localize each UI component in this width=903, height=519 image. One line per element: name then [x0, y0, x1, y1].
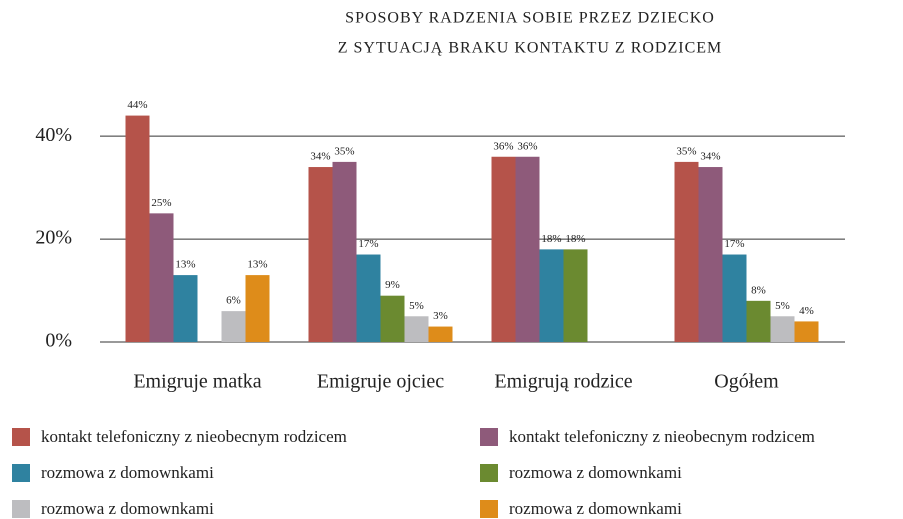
value-label: 17% — [724, 238, 744, 250]
value-label: 25% — [151, 197, 171, 209]
bar — [770, 316, 795, 342]
legend-swatch — [480, 464, 498, 482]
bar — [698, 167, 723, 342]
legend-swatch — [12, 464, 30, 482]
bar — [722, 254, 747, 342]
bar — [404, 316, 429, 342]
y-tick-label: 20% — [35, 227, 72, 249]
bar — [794, 321, 819, 342]
value-label: 5% — [409, 300, 424, 312]
value-label: 6% — [226, 295, 241, 307]
bar — [221, 311, 246, 342]
legend-swatch — [480, 428, 498, 446]
value-label: 17% — [358, 238, 378, 250]
chart-title: Z SYTUACJĄ BRAKU KONTAKTU Z RODZICEM — [338, 40, 723, 57]
x-tick-label: Ogółem — [714, 371, 779, 393]
value-label: 18% — [565, 233, 585, 245]
bar — [380, 295, 405, 342]
legend-label: rozmowa z domownkami — [509, 463, 682, 482]
legend-label: rozmowa z domownkami — [509, 499, 682, 518]
value-label: 4% — [799, 305, 814, 317]
value-label: 18% — [541, 233, 561, 245]
bar — [125, 115, 150, 342]
value-label: 34% — [310, 151, 330, 163]
value-label: 5% — [775, 300, 790, 312]
value-label: 13% — [175, 259, 195, 271]
legend-label: rozmowa z domownkami — [41, 463, 214, 482]
value-label: 8% — [751, 284, 766, 296]
value-label: 44% — [127, 99, 147, 111]
bar — [356, 254, 381, 342]
bar — [173, 275, 198, 342]
bar — [332, 161, 357, 342]
value-label: 9% — [385, 279, 400, 291]
bar — [563, 249, 588, 342]
bar — [539, 249, 564, 342]
y-tick-label: 0% — [45, 330, 72, 352]
y-tick-label: 40% — [35, 124, 72, 146]
x-tick-label: Emigruje ojciec — [317, 371, 444, 393]
x-tick-label: Emigrują rodzice — [494, 371, 632, 393]
bar — [428, 326, 453, 342]
chart-title: SPOSOBY RADZENIA SOBIE PRZEZ DZIECKO — [345, 10, 715, 27]
bar — [491, 156, 516, 342]
bar — [149, 213, 174, 342]
value-label: 3% — [433, 310, 448, 322]
value-label: 35% — [334, 145, 354, 157]
legend-label: kontakt telefoniczny z nieobecnym rodzic… — [509, 427, 815, 446]
value-label: 34% — [700, 151, 720, 163]
legend-swatch — [480, 500, 498, 518]
value-label: 35% — [676, 145, 696, 157]
bar — [674, 161, 699, 342]
legend-label: kontakt telefoniczny z nieobecnym rodzic… — [41, 427, 347, 446]
legend-label: rozmowa z domownkami — [41, 499, 214, 518]
bar — [746, 300, 771, 342]
bar — [245, 275, 270, 342]
value-label: 36% — [517, 140, 537, 152]
bar — [515, 156, 540, 342]
legend-swatch — [12, 428, 30, 446]
bar — [308, 167, 333, 342]
x-tick-label: Emigruje matka — [133, 371, 261, 393]
value-label: 13% — [247, 259, 267, 271]
value-label: 36% — [493, 140, 513, 152]
legend-swatch — [12, 500, 30, 518]
